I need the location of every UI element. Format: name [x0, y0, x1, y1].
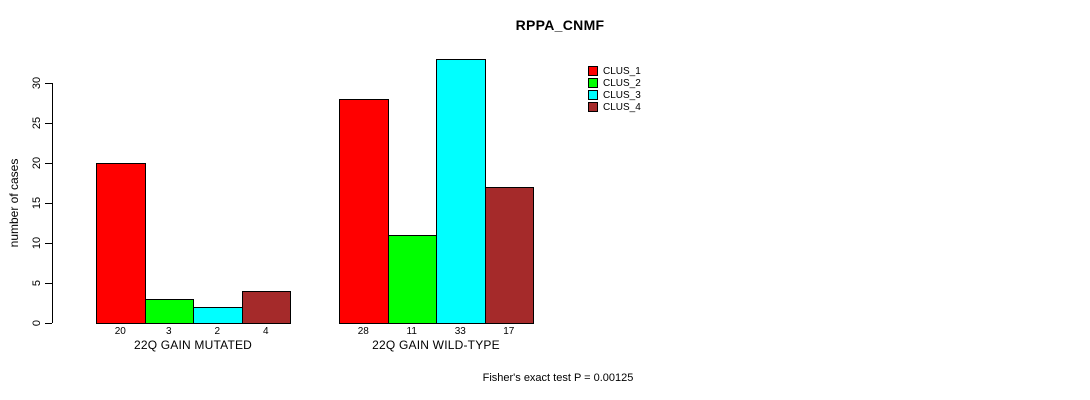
bar	[436, 59, 486, 324]
bar	[96, 163, 146, 324]
legend-swatch	[588, 66, 598, 76]
bar-value-label: 4	[262, 326, 269, 337]
legend-swatch	[588, 90, 598, 100]
y-tick	[45, 123, 52, 124]
y-tick-label: 15	[31, 196, 43, 210]
y-tick	[45, 243, 52, 244]
y-tick-label: 20	[31, 156, 43, 170]
legend-row: CLUS_1	[588, 65, 641, 77]
legend-row: CLUS_3	[588, 89, 641, 101]
fisher-test-annotation: Fisher's exact test P = 0.00125	[482, 372, 634, 384]
y-tick-label: 30	[31, 76, 43, 90]
bar	[339, 99, 389, 324]
group-label: 22Q GAIN MUTATED	[133, 338, 253, 352]
bar-value-label: 3	[165, 326, 172, 337]
y-tick	[45, 283, 52, 284]
legend-row: CLUS_2	[588, 77, 641, 89]
chart-title: RPPA_CNMF	[515, 17, 605, 33]
y-tick-label: 10	[31, 236, 43, 250]
bar	[193, 307, 243, 324]
legend-swatch	[588, 102, 598, 112]
y-tick	[45, 163, 52, 164]
legend-label: CLUS_1	[603, 65, 641, 77]
bar-value-label: 17	[503, 326, 515, 337]
group-label: 22Q GAIN WILD-TYPE	[372, 338, 500, 352]
y-tick-label: 0	[31, 319, 43, 327]
bar	[484, 187, 534, 324]
legend-label: CLUS_4	[603, 101, 641, 113]
bar-value-label: 28	[357, 326, 369, 337]
y-tick-label: 5	[31, 279, 43, 287]
legend-row: CLUS_4	[588, 101, 641, 113]
bar-value-label: 33	[454, 326, 466, 337]
bar	[241, 291, 291, 324]
bar	[144, 299, 194, 324]
legend-swatch	[588, 78, 598, 88]
y-axis-line	[52, 83, 53, 323]
y-tick-label: 25	[31, 116, 43, 130]
legend-label: CLUS_3	[603, 89, 641, 101]
bar	[387, 235, 437, 324]
y-tick	[45, 203, 52, 204]
y-tick	[45, 83, 52, 84]
y-tick	[45, 323, 52, 324]
legend-label: CLUS_2	[603, 77, 641, 89]
legend: CLUS_1 CLUS_2 CLUS_3 CLUS_4	[588, 65, 641, 113]
bar-value-label: 20	[114, 326, 126, 337]
bar-value-label: 2	[214, 326, 221, 337]
bar-value-label: 11	[406, 326, 417, 337]
